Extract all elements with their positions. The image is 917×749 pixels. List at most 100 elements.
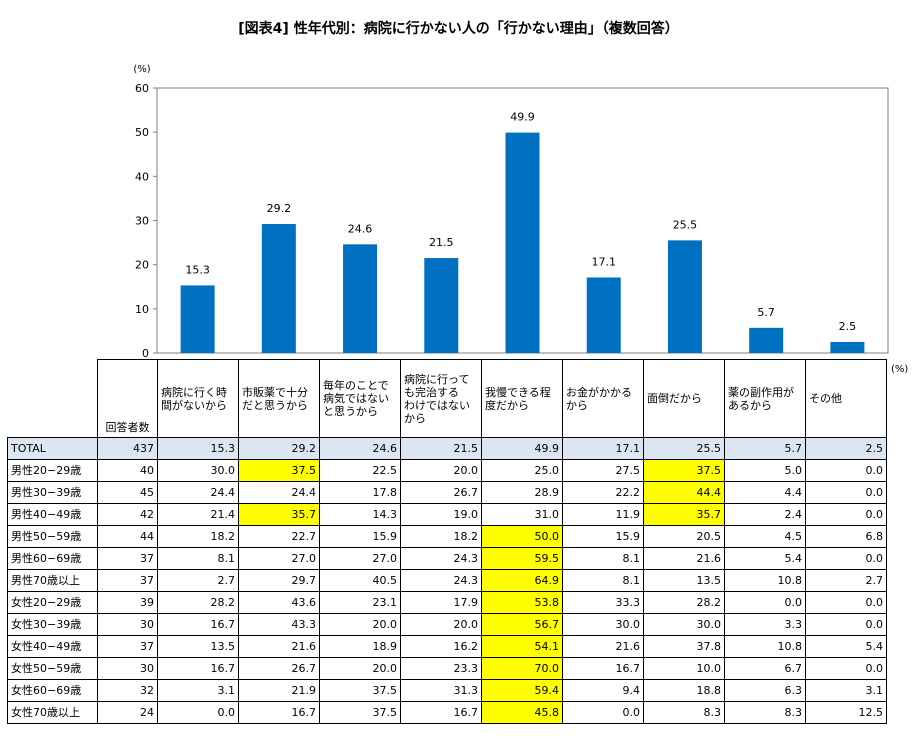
table-cell: 15.9: [319, 525, 401, 548]
table-cell: 5.7: [724, 437, 806, 460]
y-tick-label: 40: [135, 170, 149, 183]
data-table: 回答者数 病院に行く時 間がないから 市販薬で十分 だと思うから 毎年のことで 病気ではない…: [7, 359, 887, 724]
table-cell: 30.0: [562, 613, 644, 636]
table-cell: 4.4: [724, 481, 806, 504]
y-tick-label: 50: [135, 126, 149, 139]
table-cell: 26.7: [238, 657, 320, 680]
row-label: TOTAL: [7, 437, 98, 460]
table-cell: 8.1: [157, 547, 239, 570]
row-label: 男性30−39歳: [7, 481, 98, 504]
column-header: その他: [805, 359, 887, 438]
table-corner: [7, 359, 98, 438]
table-cell: 27.0: [319, 547, 401, 570]
column-header-line: 病院に行く時: [161, 385, 227, 399]
table-cell: 54.1: [481, 635, 563, 658]
table-row: 男性40−49歳 42 21.4 35.7 14.3 19.0 31.0 11.9 35.7 2.…: [7, 503, 887, 526]
table-cell: 31.3: [400, 679, 482, 702]
column-header-line: 毎年のことで: [323, 379, 389, 392]
table-row: 男性50−59歳 44 18.2 22.7 15.9 18.2 50.0 15.9 20.5 4.…: [7, 525, 887, 548]
table-cell: 10.8: [724, 569, 806, 592]
table-cell: 10.8: [724, 635, 806, 658]
column-header: 面倒だから: [643, 359, 725, 438]
table-cell: 0.0: [157, 701, 239, 724]
table-cell: 64.9: [481, 569, 563, 592]
column-header: 病院に行く時 間がないから: [157, 359, 239, 438]
column-header: 市販薬で十分 だと思うから: [238, 359, 320, 438]
table-cell: 17.8: [319, 481, 401, 504]
row-label: 男性40−49歳: [7, 503, 98, 526]
respondent-count: 32: [97, 679, 158, 702]
table-cell: 18.9: [319, 635, 401, 658]
respondent-count: 30: [97, 657, 158, 680]
table-cell: 13.5: [643, 569, 725, 592]
row-label: 男性50−59歳: [7, 525, 98, 548]
table-cell: 21.6: [238, 635, 320, 658]
table-cell: 30.0: [157, 459, 239, 482]
column-header-line: 面倒だから: [647, 392, 702, 405]
table-cell: 23.1: [319, 591, 401, 614]
table-cell: 8.3: [643, 701, 725, 724]
table-cell: 22.2: [562, 481, 644, 504]
table-cell: 33.3: [562, 591, 644, 614]
table-cell: 0.0: [805, 657, 887, 680]
table-cell: 17.1: [562, 437, 644, 460]
y-tick-label: 0: [142, 347, 149, 359]
table-cell: 16.7: [400, 701, 482, 724]
table-cell: 21.4: [157, 503, 239, 526]
table-row: 男性70歳以上 37 2.7 29.7 40.5 24.3 64.9 8.1 13.5 10.8 2…: [7, 569, 887, 592]
data-label: 15.3: [185, 263, 210, 276]
table-cell: 59.5: [481, 547, 563, 570]
column-header-line: 薬の副作用が: [728, 385, 794, 399]
respondent-count: 42: [97, 503, 158, 526]
y-tick-label: 10: [135, 303, 149, 316]
table-cell: 21.6: [643, 547, 725, 570]
data-label: 2.5: [839, 320, 857, 333]
table-cell: 37.5: [319, 701, 401, 724]
table-cell: 20.0: [319, 613, 401, 636]
table-cell: 24.3: [400, 547, 482, 570]
table-cell: 37.5: [319, 679, 401, 702]
table-cell: 16.7: [157, 657, 239, 680]
table-cell: 29.7: [238, 569, 320, 592]
table-cell: 18.2: [400, 525, 482, 548]
table-cell: 59.4: [481, 679, 563, 702]
table-cell: 6.7: [724, 657, 806, 680]
table-row: 女性60−69歳 32 3.1 21.9 37.5 31.3 59.4 9.4 18.8 6.3 3…: [7, 679, 887, 702]
table-cell: 24.6: [319, 437, 401, 460]
respondent-count: 30: [97, 613, 158, 636]
table-cell: 40.5: [319, 569, 401, 592]
table-row: 男性20−29歳 40 30.0 37.5 22.5 20.0 25.0 27.5 37.5 5.…: [7, 459, 887, 482]
table-row: 男性30−39歳 45 24.4 24.4 17.8 26.7 28.9 22.2 44.4 4.…: [7, 481, 887, 504]
table-cell: 31.0: [481, 503, 563, 526]
table-cell: 2.7: [805, 569, 887, 592]
bar: [180, 285, 215, 353]
table-row: 女性50−59歳 30 16.7 26.7 20.0 23.3 70.0 16.7 10.0 6.…: [7, 657, 887, 680]
column-header: 毎年のことで 病気ではない と思うから: [319, 359, 401, 438]
column-header-line: と思うから: [323, 405, 378, 418]
table-cell: 24.4: [238, 481, 320, 504]
table-cell: 28.2: [157, 591, 239, 614]
respondent-count: 39: [97, 591, 158, 614]
bar: [586, 277, 621, 353]
y-tick-label: 30: [135, 215, 149, 228]
column-header-line: も完治する: [404, 385, 459, 399]
row-label: 女性40−49歳: [7, 635, 98, 658]
bar: [830, 341, 865, 353]
column-header-line: 病院に行って: [404, 372, 470, 386]
table-cell: 35.7: [238, 503, 320, 526]
column-header-line: わけではない: [404, 398, 470, 412]
table-cell: 56.7: [481, 613, 563, 636]
column-header-line: お金がかかる: [566, 385, 632, 399]
table-cell: 28.9: [481, 481, 563, 504]
table-cell: 6.8: [805, 525, 887, 548]
row-label: 女性30−39歳: [7, 613, 98, 636]
table-cell: 15.3: [157, 437, 239, 460]
table-row: 女性70歳以上 24 0.0 16.7 37.5 16.7 45.8 0.0 8.3 8.3 12.…: [7, 701, 887, 724]
table-cell: 25.5: [643, 437, 725, 460]
table-cell: 0.0: [805, 591, 887, 614]
table-cell: 4.5: [724, 525, 806, 548]
bar: [667, 240, 702, 353]
plot-area: 0 10 20 30 40 50 60 15.3 29.2 24.6 21.5 49.9 17.1 25.…: [135, 82, 889, 359]
column-header: 病院に行って も完治する わけではない から: [400, 359, 482, 438]
table-cell: 5.4: [724, 547, 806, 570]
